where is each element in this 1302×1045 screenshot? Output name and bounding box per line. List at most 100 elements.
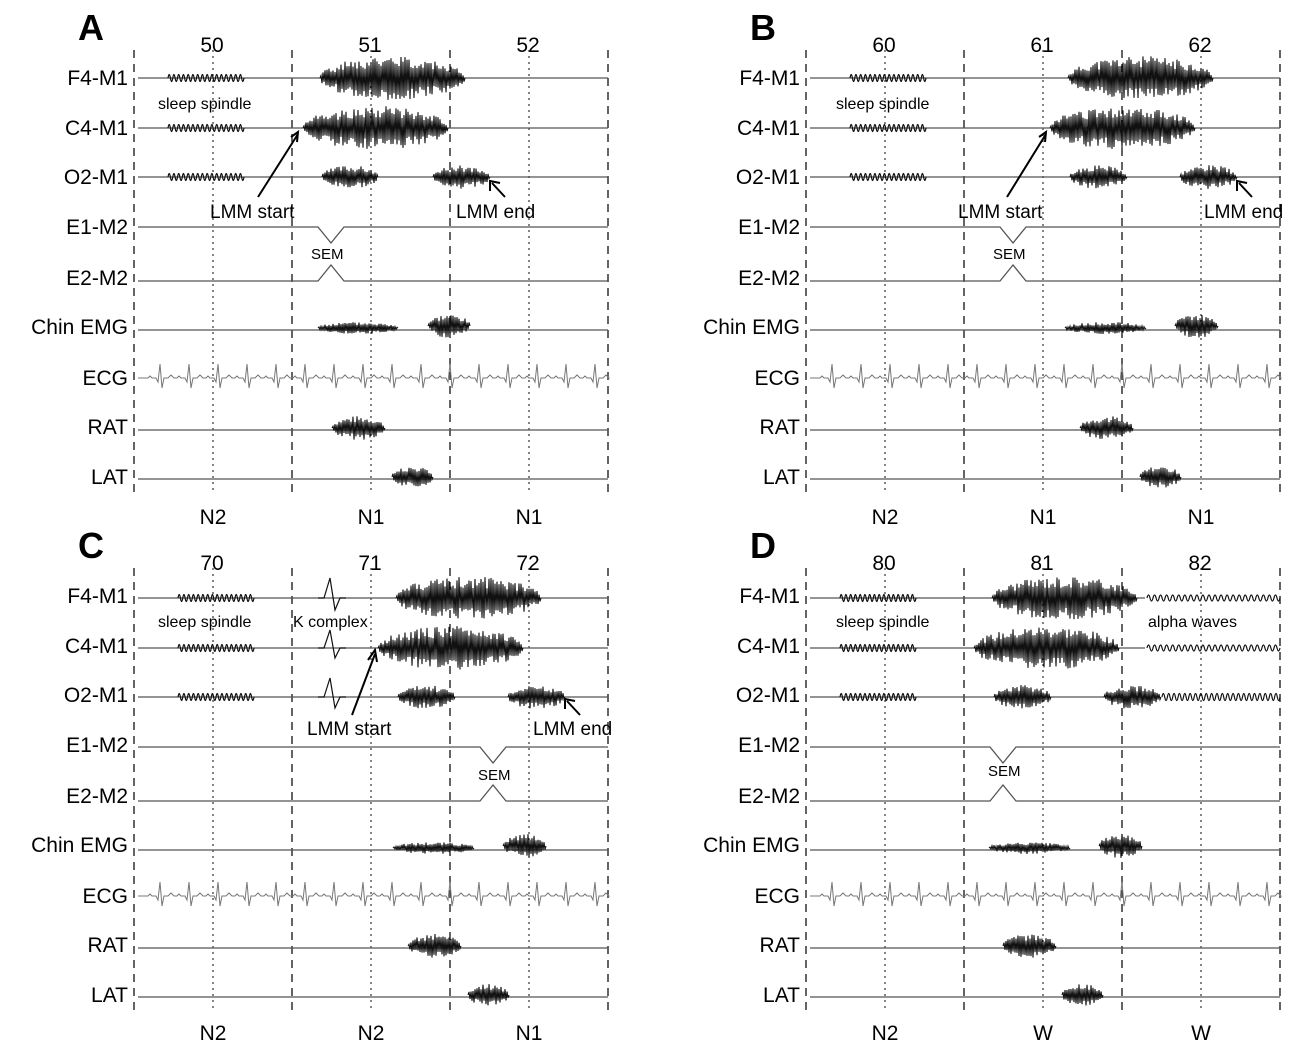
k-complex-trace: [318, 677, 346, 711]
emg-burst: [1064, 322, 1147, 334]
epoch-number: 70: [200, 552, 223, 575]
sleep-spindle-trace: [167, 73, 245, 83]
traces: [810, 56, 1283, 488]
epoch-number: 72: [516, 552, 539, 575]
channel-label: C4-M1: [737, 117, 800, 140]
channel-label: ECG: [82, 367, 128, 390]
sleep-spindle-trace: [167, 123, 245, 133]
annotation-lmm-end: LMM end: [456, 202, 535, 223]
sleep-stages: N2 W W: [872, 1022, 1212, 1045]
channel-label: E2-M2: [66, 785, 128, 808]
channel-label: O2-M1: [736, 684, 800, 707]
ecg-trace: [810, 363, 1283, 389]
lmm-burst: [1103, 686, 1162, 709]
channel-label: Chin EMG: [703, 834, 800, 857]
channel-label: ECG: [754, 367, 800, 390]
arrow-icon: [351, 647, 378, 716]
channel-labels: F4-M1 C4-M1 O2-M1 E1-M2 E2-M2 Chin EMG E…: [31, 67, 128, 489]
annotation-sleep-spindle: sleep spindle: [158, 96, 252, 113]
emg-burst: [502, 834, 547, 858]
sleep-stages: N2 N1 N1: [872, 506, 1215, 529]
channel-label: C4-M1: [65, 117, 128, 140]
arrow-icon: [1236, 179, 1253, 198]
annotation-alpha-waves: alpha waves: [1148, 614, 1237, 631]
channel-label: RAT: [760, 416, 801, 439]
channel-label: E1-M2: [738, 734, 800, 757]
panel-letter: D: [750, 525, 776, 566]
channel-label: O2-M1: [64, 684, 128, 707]
annotation-sleep-spindle: sleep spindle: [836, 96, 930, 113]
channel-label: RAT: [760, 934, 801, 957]
lmm-burst: [973, 627, 1120, 669]
annotations: sleep spindle K complex LMM start LMM en…: [158, 614, 612, 784]
emg-burst: [392, 842, 475, 854]
epoch-number: 60: [872, 34, 895, 57]
channel-label: E2-M2: [738, 785, 800, 808]
emg-burst: [1098, 835, 1143, 858]
channel-labels: F4-M1 C4-M1 O2-M1 E1-M2 E2-M2 Chin EMG E…: [31, 585, 128, 1007]
annotation-sem: SEM: [311, 246, 344, 263]
lmm-burst: [395, 577, 542, 619]
stage-label: N2: [200, 1022, 227, 1045]
epoch-number: 62: [1188, 34, 1211, 57]
lmm-burst: [1179, 165, 1238, 189]
stage-label: N2: [358, 1022, 385, 1045]
stage-label: N1: [516, 1022, 543, 1045]
sleep-stages: N2 N1 N1: [200, 506, 543, 529]
panel-letter: A: [78, 7, 104, 48]
sleep-spindle-trace: [167, 172, 245, 182]
stage-label: N2: [872, 1022, 899, 1045]
sleep-spindle-trace: [849, 73, 927, 83]
sleep-stages: N2 N2 N1: [200, 1022, 543, 1045]
channel-label: C4-M1: [65, 635, 128, 658]
channel-label: RAT: [88, 934, 129, 957]
stage-label: N1: [1188, 506, 1215, 529]
rat-burst: [407, 933, 462, 958]
panel-letter: B: [750, 7, 776, 48]
channel-label: O2-M1: [64, 166, 128, 189]
panel-letter: C: [78, 525, 104, 566]
rat-burst: [1079, 416, 1134, 439]
channel-label: Chin EMG: [703, 316, 800, 339]
stage-label: N1: [516, 506, 543, 529]
annotation-k-complex: K complex: [293, 614, 368, 631]
panel-d: D 80 81 82 F4-M1 C4-M1 O2-M1 E1-M2 E2-M2…: [703, 525, 1283, 1045]
channel-label: Chin EMG: [31, 316, 128, 339]
panel-b: B 60 61 62 F4-M1 C4-M1 O2-M1 E1-M2 E2-M2…: [703, 7, 1283, 529]
channel-label: E1-M2: [738, 216, 800, 239]
channel-label: E2-M2: [66, 267, 128, 290]
channel-label: LAT: [91, 466, 128, 489]
lat-burst: [467, 984, 510, 1006]
annotation-lmm-end: LMM end: [533, 719, 612, 740]
lat-burst: [1139, 467, 1182, 488]
lmm-burst: [993, 685, 1052, 709]
channel-label: C4-M1: [737, 635, 800, 658]
lat-burst: [391, 467, 434, 487]
stage-label: N1: [1030, 506, 1057, 529]
epoch-number: 61: [1030, 34, 1053, 57]
sleep-spindle-trace: [839, 593, 917, 603]
epoch-number: 71: [358, 552, 381, 575]
emg-burst: [1174, 315, 1219, 338]
lmm-burst: [1049, 108, 1196, 149]
traces: [810, 577, 1283, 1006]
traces: [138, 577, 611, 1006]
arrow-icon: [257, 129, 300, 198]
channel-label: O2-M1: [736, 166, 800, 189]
channel-labels: F4-M1 C4-M1 O2-M1 E1-M2 E2-M2 Chin EMG E…: [703, 67, 800, 489]
sleep-spindle-trace: [839, 692, 917, 702]
sleep-spindle-trace: [177, 692, 255, 702]
lmm-burst: [507, 686, 566, 709]
epoch-number: 51: [358, 34, 381, 57]
emg-burst: [317, 322, 399, 334]
lat-burst: [1061, 984, 1104, 1006]
ecg-trace: [810, 881, 1283, 907]
k-complex-trace: [318, 577, 346, 613]
epoch-number: 80: [872, 552, 895, 575]
epoch-number: 50: [200, 34, 223, 57]
annotation-lmm-start: LMM start: [210, 202, 295, 223]
stage-label: N1: [358, 506, 385, 529]
channel-label: LAT: [763, 466, 800, 489]
epoch-boundaries: [805, 568, 1281, 1010]
lmm-burst: [321, 166, 379, 188]
